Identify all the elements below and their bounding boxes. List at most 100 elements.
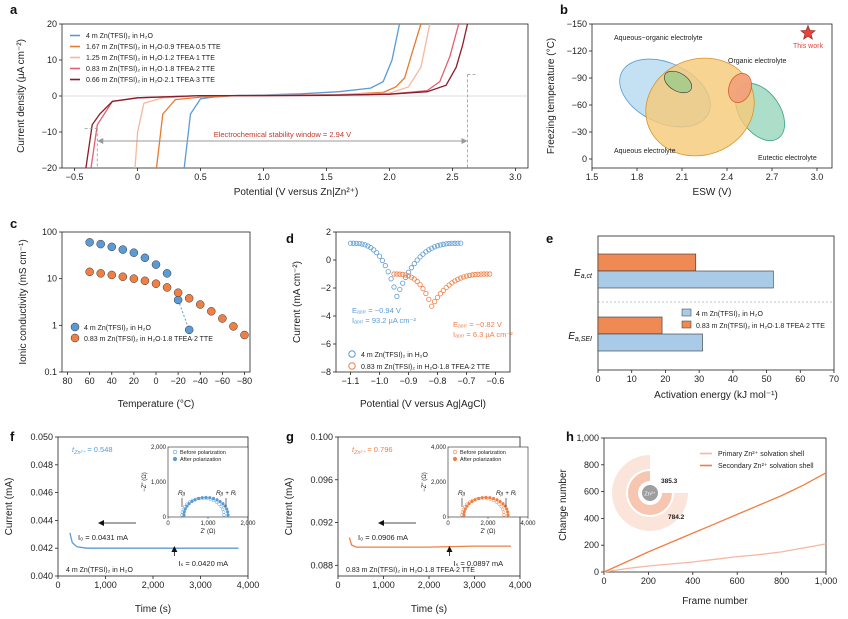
x-tick-label: 0 — [601, 576, 606, 586]
x-tick-label: −80 — [237, 376, 252, 386]
eis-point — [222, 510, 226, 514]
eis-point — [467, 502, 471, 506]
transference-number: tZn²⁺ = 0.548 — [72, 445, 113, 456]
esw-arrow-head — [461, 138, 468, 144]
eis-point — [476, 496, 481, 501]
y-tick-label: 20 — [47, 19, 57, 29]
y-tick-label: −120 — [567, 46, 587, 56]
bar — [597, 333, 703, 352]
y-tick-label: 0 — [582, 154, 587, 164]
I0-label: I₀ = 0.0906 mA — [358, 533, 408, 542]
y-tick-label: 1 — [52, 320, 57, 330]
data-point — [443, 284, 449, 291]
panel-label: g — [286, 429, 294, 444]
y-tick-label: 0.040 — [30, 571, 53, 581]
data-point — [195, 300, 205, 309]
data-point — [434, 243, 441, 249]
series-line — [603, 472, 827, 573]
inset-ytick: 0 — [443, 515, 447, 521]
legend-label: 0.83 m Zn(TFSI)₂ in H₂O∙1.8 TFEA∙2 TTE — [361, 364, 490, 371]
y-tick-label: −6 — [321, 339, 331, 349]
x-tick-label: 0 — [55, 580, 60, 590]
data-point — [460, 274, 467, 280]
data-point — [423, 290, 429, 297]
plot-frame — [597, 235, 835, 371]
y-axis-label: Current (mA cm⁻²) — [292, 261, 303, 343]
x-tick-label: 2.5 — [446, 172, 459, 182]
data-point — [417, 282, 423, 288]
zn-ion-label: Zn²⁺ — [644, 491, 655, 498]
data-point — [455, 276, 461, 282]
zn-ion — [642, 485, 658, 501]
x-tick-label: 40 — [107, 376, 117, 386]
legend-label: 1.67 m Zn(TFSI)₂ in H₂O∙0.9 TFEA∙0.5 TTE — [86, 44, 221, 51]
data-point — [402, 274, 409, 281]
data-point — [437, 291, 443, 297]
data-point — [107, 270, 117, 280]
eis-point — [200, 496, 204, 500]
inset-ytick: 0 — [163, 515, 167, 521]
x-tick-label: 0 — [153, 376, 158, 386]
arrow-head — [171, 546, 178, 552]
data-point — [356, 240, 362, 247]
x-tick-label: −0.9 — [400, 376, 418, 386]
data-point — [207, 307, 216, 316]
legend-marker — [70, 333, 80, 343]
y-tick-label: 600 — [584, 487, 599, 497]
region-label: Aqueous−organic electrolyte — [614, 35, 703, 42]
x-axis-label: Potential (V versus Zn|Zn²⁺) — [234, 187, 359, 198]
y-tick-label: 400 — [584, 513, 599, 523]
y-axis-label: Current density (µA cm⁻²) — [16, 39, 27, 153]
series-line — [183, 23, 401, 169]
data-point — [463, 273, 470, 279]
eis-point — [502, 513, 506, 517]
eis-point — [193, 498, 197, 502]
data-point — [96, 269, 105, 278]
y-tick-label: 0.092 — [310, 518, 333, 528]
y-tick-label: 0.044 — [30, 515, 53, 525]
x-axis-label: Activation energy (kJ mol⁻¹) — [654, 390, 778, 401]
secondary-shell-ring — [612, 455, 688, 531]
x-tick-label: 20 — [660, 374, 670, 384]
region-overlap — [663, 70, 693, 94]
data-point — [118, 272, 128, 281]
inset-ytick: 4,000 — [431, 445, 447, 451]
legend-label: 1.25 m Zn(TFSI)₂ in H₂O∙1.2 TFEA∙1 TTE — [86, 55, 215, 62]
data-point — [350, 240, 356, 246]
plot-frame — [591, 23, 833, 169]
x-tick-label: 400 — [685, 576, 700, 586]
eis-point — [208, 496, 212, 500]
eis-point — [465, 504, 469, 508]
x-tick-label: 2.4 — [721, 172, 734, 182]
data-point — [162, 283, 172, 292]
y-axis-label: Ionic conductivity (mS cm⁻¹) — [18, 239, 29, 364]
data-point — [151, 260, 161, 269]
x-tick-label: 1.0 — [257, 172, 270, 182]
eis-point — [491, 496, 496, 501]
legend-label: 0.66 m Zn(TFSI)₂ in H₂O∙2.1 TFEA∙3 TTE — [86, 77, 215, 84]
data-point — [466, 272, 472, 278]
data-point — [184, 294, 194, 303]
panel-label: f — [10, 429, 15, 444]
data-point — [429, 245, 435, 251]
panel-label: a — [10, 2, 18, 17]
eis-point — [182, 513, 186, 517]
eis-point — [463, 507, 467, 511]
legend-label: 4 m Zn(TFSI)₂ in H₂O — [696, 311, 763, 318]
data-point — [452, 278, 458, 284]
eis-point — [501, 507, 505, 511]
x-tick-label: −40 — [193, 376, 208, 386]
inset-legend-label: After polarization — [460, 457, 501, 463]
panel-b: 1.5 1.8 2.1 2.4 2.7 3.0 −150 −120 −90 −60 −30 0 Aque… — [546, 19, 833, 198]
data-point — [405, 269, 412, 275]
eis-point — [226, 510, 230, 514]
RbRi-label: Rᵦ + Rᵢ — [216, 490, 236, 497]
data-point — [151, 279, 161, 288]
y-tick-label: −2 — [321, 283, 331, 293]
inset-xlabel: Z′ (Ω) — [481, 529, 496, 535]
x-tick-label: 60 — [795, 374, 805, 384]
y-tick-label: −90 — [572, 73, 587, 83]
data-point — [140, 253, 150, 263]
legend-marker — [348, 362, 356, 370]
